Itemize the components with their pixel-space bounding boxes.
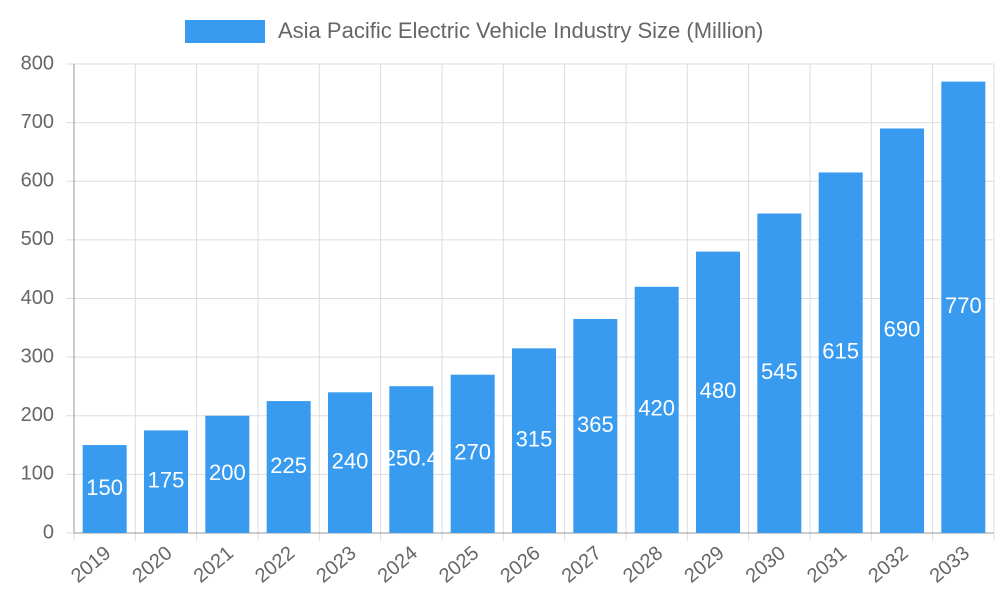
legend-swatch <box>185 20 265 43</box>
y-tick-label: 600 <box>21 170 54 192</box>
bar <box>696 251 740 533</box>
x-tick-label: 2024 <box>374 542 422 587</box>
y-tick-label: 200 <box>21 404 54 426</box>
y-tick-label: 300 <box>21 345 54 367</box>
bar <box>818 172 863 534</box>
bar <box>634 286 679 533</box>
bar <box>82 445 127 533</box>
data-label: 150 <box>86 475 123 500</box>
data-label: 420 <box>638 396 675 421</box>
bar <box>512 348 556 533</box>
data-label: 690 <box>884 317 921 342</box>
x-tick-label: 2019 <box>67 542 115 587</box>
data-label: 270 <box>454 440 491 465</box>
data-label: 365 <box>577 412 614 437</box>
data-label: 480 <box>700 378 737 403</box>
bar <box>757 213 802 533</box>
data-label: 315 <box>516 426 553 451</box>
bar <box>389 386 434 533</box>
x-tick-label: 2020 <box>128 542 176 587</box>
data-label: 225 <box>270 453 307 478</box>
data-label: 240 <box>332 448 369 473</box>
y-tick-label: 100 <box>21 463 54 485</box>
x-tick-label: 2033 <box>926 542 974 587</box>
x-tick-label: 2030 <box>742 542 790 587</box>
bar <box>450 374 495 533</box>
y-tick-label: 700 <box>21 111 54 133</box>
bar <box>205 415 250 533</box>
bar <box>880 128 924 534</box>
x-tick-label: 2026 <box>496 542 544 587</box>
x-tick-label: 2032 <box>864 542 912 587</box>
data-label: 200 <box>209 460 246 485</box>
bar <box>144 430 188 533</box>
bar <box>941 81 986 534</box>
data-label: 175 <box>148 468 185 493</box>
bar <box>328 392 372 533</box>
x-tick-label: 2025 <box>435 542 483 587</box>
data-label: 615 <box>822 339 859 364</box>
bar <box>573 319 618 533</box>
x-tick-label: 2027 <box>558 542 606 587</box>
data-label: 545 <box>761 359 798 384</box>
bar <box>266 401 311 533</box>
data-label: 770 <box>945 293 982 318</box>
y-tick-label: 500 <box>21 228 54 250</box>
y-tick-label: 800 <box>21 52 54 74</box>
legend-label: Asia Pacific Electric Vehicle Industry S… <box>278 18 763 43</box>
x-tick-label: 2023 <box>312 542 360 587</box>
x-tick-label: 2029 <box>680 542 728 587</box>
data-label: 250.4 <box>384 445 439 470</box>
y-tick-label: 400 <box>21 287 54 309</box>
x-tick-label: 2031 <box>803 542 851 587</box>
x-tick-label: 2028 <box>619 542 667 587</box>
x-tick-label: 2021 <box>190 542 238 587</box>
y-tick-label: 0 <box>43 521 54 543</box>
x-tick-label: 2022 <box>251 542 299 587</box>
